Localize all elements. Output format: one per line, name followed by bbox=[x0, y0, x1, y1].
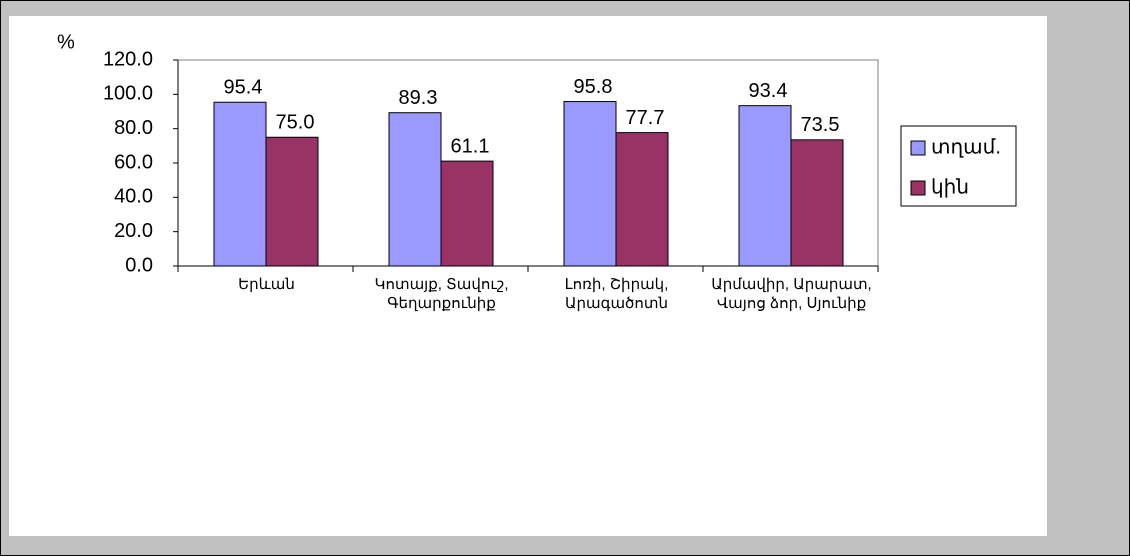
y-tick-label: 100.0 bbox=[103, 83, 153, 105]
bar bbox=[738, 105, 792, 267]
data-label: 89.3 bbox=[399, 87, 438, 109]
chart-area bbox=[9, 16, 1047, 536]
data-label: 75.0 bbox=[276, 112, 315, 134]
legend-label: կին bbox=[931, 176, 969, 198]
y-tick-label: 60.0 bbox=[114, 151, 153, 173]
data-label: 95.8 bbox=[574, 76, 613, 98]
data-label: 61.1 bbox=[451, 135, 490, 157]
bar bbox=[388, 112, 442, 267]
x-tick-label: Երևան bbox=[238, 276, 295, 293]
y-tick-label: 0.0 bbox=[125, 254, 153, 276]
y-tick-label: 120.0 bbox=[103, 48, 153, 70]
x-tick-label: Լոռի, Շիրակ, Արագածոտն bbox=[564, 276, 669, 312]
bar bbox=[790, 139, 844, 267]
bar bbox=[563, 101, 617, 267]
data-label: 93.4 bbox=[749, 80, 788, 102]
bar bbox=[440, 160, 494, 267]
legend-swatch bbox=[910, 180, 926, 196]
data-label: 73.5 bbox=[801, 114, 840, 136]
bar bbox=[213, 101, 267, 267]
data-label: 77.7 bbox=[626, 107, 665, 129]
x-tick-label: Կոտայք, Տավուշ, Գեղարքունիք bbox=[374, 276, 509, 312]
bar bbox=[615, 132, 669, 267]
x-tick-label: Արմավիր, Արարատ, Վայոց ձոր, Սյունիք bbox=[711, 276, 872, 312]
y-tick-label: 40.0 bbox=[114, 186, 153, 208]
legend-swatch bbox=[910, 140, 926, 156]
legend-label: տղամ. bbox=[931, 136, 1001, 158]
y-tick-label: 80.0 bbox=[114, 117, 153, 139]
bar bbox=[265, 136, 319, 267]
data-label: 95.4 bbox=[224, 77, 263, 99]
y-tick-label: 20.0 bbox=[114, 220, 153, 242]
y-axis-label: % bbox=[57, 31, 75, 53]
